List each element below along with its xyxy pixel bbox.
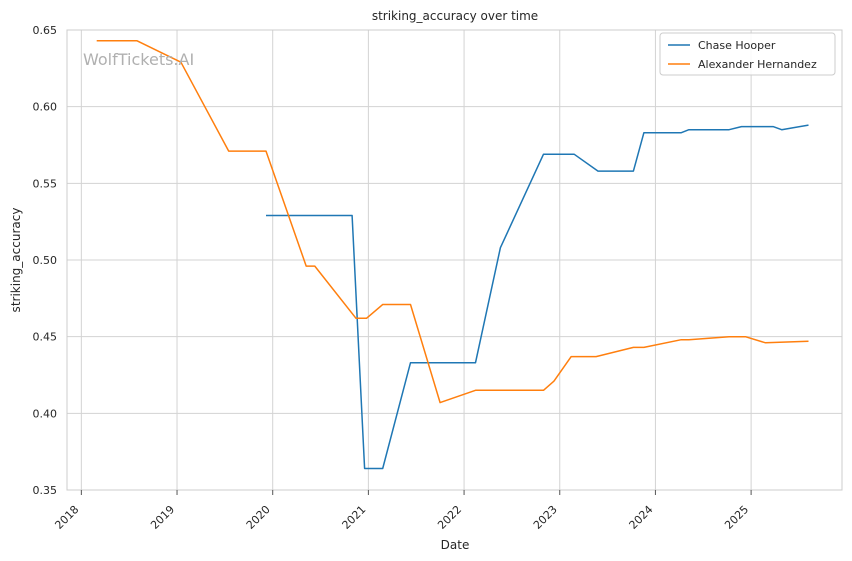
y-tick-label: 0.60: [33, 101, 58, 114]
y-tick-label: 0.45: [33, 331, 58, 344]
series-lines: [96, 39, 809, 470]
x-axis-title: Date: [441, 538, 470, 552]
y-tick-label: 0.50: [33, 254, 58, 267]
grid: [67, 29, 842, 491]
legend: Chase Hooper Alexander Hernandez: [659, 32, 836, 76]
y-tick-label: 0.65: [33, 24, 58, 37]
x-tick-label: 2024: [627, 503, 656, 532]
y-axis-title: striking_accuracy: [9, 208, 23, 313]
y-tick-label: 0.40: [33, 407, 58, 420]
x-tick-label: 2025: [722, 503, 751, 532]
chart-title: striking_accuracy over time: [372, 9, 538, 23]
series-line-0: [266, 124, 809, 470]
y-tick-label: 0.35: [33, 484, 58, 497]
legend-box: [659, 32, 836, 76]
x-tick-label: 2018: [52, 503, 81, 532]
x-tick-label: 2019: [148, 503, 177, 532]
legend-label: Chase Hooper: [698, 39, 776, 52]
x-tick-label: 2023: [531, 503, 560, 532]
x-tick-label: 2020: [244, 503, 273, 532]
plot-frame: [66, 29, 843, 491]
x-tick-label: 2022: [435, 503, 464, 532]
legend-label: Alexander Hernandez: [698, 58, 817, 71]
y-axis-ticks: 0.35 0.40 0.45 0.50 0.55 0.60 0.65: [33, 24, 58, 497]
y-tick-label: 0.55: [33, 177, 58, 190]
series-line-1: [96, 39, 809, 404]
watermark-text: WolfTickets.AI: [83, 50, 194, 69]
x-tick-label: 2021: [340, 503, 369, 532]
x-axis-ticks: 2018 2019 2020 2021 2022 2023 2024 2025: [52, 490, 752, 532]
